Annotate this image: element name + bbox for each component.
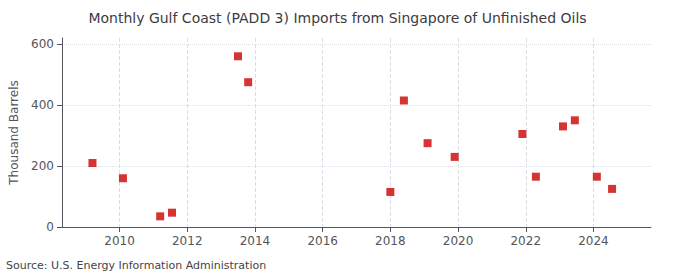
svg-text:2012: 2012 xyxy=(172,234,203,248)
svg-text:2016: 2016 xyxy=(307,234,338,248)
svg-text:600: 600 xyxy=(31,37,54,51)
svg-text:2010: 2010 xyxy=(104,234,135,248)
svg-text:2022: 2022 xyxy=(510,234,541,248)
svg-text:2018: 2018 xyxy=(375,234,406,248)
svg-text:Monthly Gulf Coast (PADD 3) Im: Monthly Gulf Coast (PADD 3) Imports from… xyxy=(88,10,586,26)
svg-text:2024: 2024 xyxy=(578,234,609,248)
svg-text:Source: U.S. Energy Informatio: Source: U.S. Energy Information Administ… xyxy=(6,259,266,272)
svg-text:Thousand Barrels: Thousand Barrels xyxy=(7,80,21,185)
svg-text:2020: 2020 xyxy=(443,234,474,248)
svg-text:2014: 2014 xyxy=(240,234,271,248)
svg-text:400: 400 xyxy=(31,98,54,112)
svg-text:200: 200 xyxy=(31,159,54,173)
svg-text:0: 0 xyxy=(46,220,54,234)
